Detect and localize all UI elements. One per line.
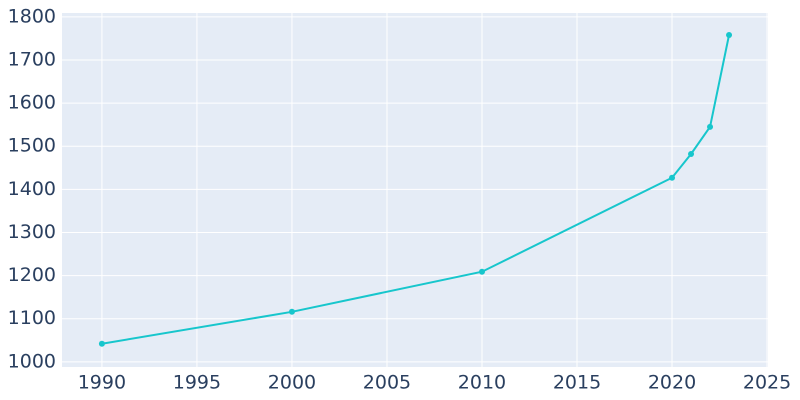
x-tick-label: 2015: [553, 372, 601, 394]
x-tick-label: 2010: [458, 372, 506, 394]
point: [478, 268, 485, 275]
x-tick-label: 2000: [268, 372, 316, 394]
y-tick-label: 1300: [8, 221, 56, 243]
y-tick-label: 1400: [8, 178, 56, 200]
x-tick-label: 2020: [648, 372, 696, 394]
point: [707, 123, 714, 130]
y-tick-label: 1800: [8, 5, 56, 27]
point: [688, 150, 695, 157]
y-tick-label: 1600: [8, 92, 56, 114]
point: [669, 174, 676, 181]
x-tick-label: 2025: [743, 372, 791, 394]
y-tick-label: 1700: [8, 48, 56, 70]
y-tick-label: 1000: [8, 350, 56, 372]
y-tick-label: 1500: [8, 135, 56, 157]
x-tick-label: 1995: [173, 372, 221, 394]
x-tick-label: 1990: [78, 372, 126, 394]
plot-area: [62, 13, 768, 367]
x-tick-label: 2005: [363, 372, 411, 394]
point: [288, 308, 295, 315]
point: [726, 31, 733, 38]
point: [98, 340, 105, 347]
y-tick-label: 1100: [8, 307, 56, 329]
y-tick-label: 1200: [8, 264, 56, 286]
